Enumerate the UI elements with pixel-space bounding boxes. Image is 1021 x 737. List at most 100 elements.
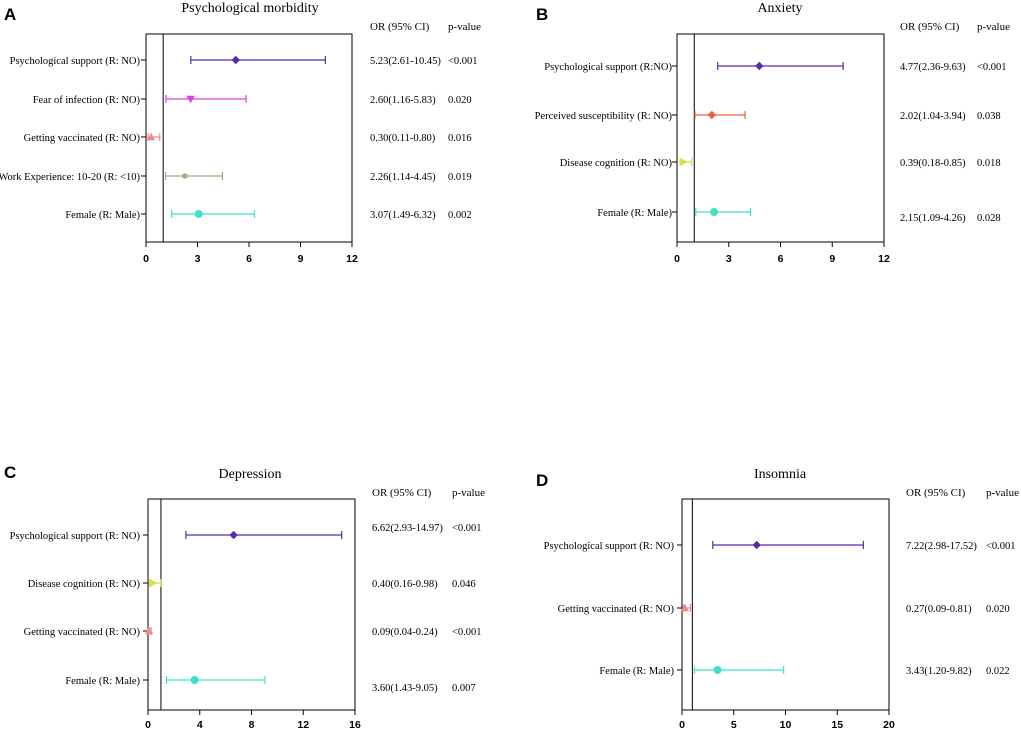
row-label: Getting vaccinated (R: NO) [24,627,141,638]
or-ci-value: 0.30(0.11-0.80) [370,133,436,144]
plot-frame [681,498,890,711]
or-ci-value: 2.60(1.16-5.83) [370,95,436,106]
x-tick-label: 0 [674,253,680,265]
p-value: 0.019 [448,172,472,183]
p-value: 0.028 [977,213,1001,224]
or-ci-value: 6.62(2.93-14.97) [372,523,443,534]
row-label: Getting vaccinated (R: NO) [24,133,141,144]
forest-row: Psychological support (R:NO) 4.77(2.36-9.… [544,61,1007,73]
x-tick-label: 16 [349,719,361,731]
panel-d: D Insomnia OR (95% CI) p-value 0 5 10 15 20 Psych… [536,467,1019,731]
forest-row: Getting vaccinated (R: NO) 0.27(0.09-0.81… [558,603,1010,615]
p-value: 0.020 [986,604,1010,615]
or-ci-value: 0.40(0.16-0.98) [372,579,438,590]
plot-frame [676,33,885,243]
or-point-marker [190,676,199,684]
or-ci-value: 2.15(1.09-4.26) [900,213,966,224]
x-tick-label: 6 [778,253,784,265]
x-tick-label: 12 [346,253,358,265]
forest-row: Disease cognition (R: NO) 0.40(0.16-0.98)… [28,578,476,590]
or-ci-value: 0.39(0.18-0.85) [900,158,966,169]
x-tick-label: 6 [246,253,252,265]
forest-row: Fear of infection (R: NO) 2.60(1.16-5.83)… [33,95,472,106]
row-label: Fear of infection (R: NO) [33,95,141,106]
x-tick-label: 0 [145,719,151,731]
or-ci-value: 0.27(0.09-0.81) [906,604,972,615]
panel-a: A Psychological morbidity OR (95% CI) p-val… [0,1,481,265]
or-point-marker [755,61,764,71]
or-point-marker [229,530,238,540]
plot-frame [145,33,353,243]
x-tick-label: 10 [780,719,792,731]
x-tick-label: 12 [297,719,309,731]
p-value: 0.046 [452,579,476,590]
p-value: 0.038 [977,111,1001,122]
or-column-header: OR (95% CI) [906,487,966,499]
or-point-marker [679,157,688,167]
forest-row: Getting vaccinated (R: NO) 0.09(0.04-0.24… [24,626,482,638]
x-tick-label: 4 [197,719,203,731]
or-ci-value: 3.60(1.43-9.05) [372,683,438,694]
p-value: 0.016 [448,133,472,144]
row-label: Disease cognition (R: NO) [560,158,673,169]
forest-row: Female (R: Male) 2.15(1.09-4.26) 0.028 [597,208,1001,224]
p-value: 0.002 [448,210,472,221]
x-tick-label: 0 [679,719,685,731]
or-point-marker [707,110,717,120]
forest-row: Getting vaccinated (R: NO) 0.30(0.11-0.80… [24,132,472,144]
forest-row: Perceived susceptibility (R: NO) 2.02(1.0… [535,110,1001,122]
p-value: <0.001 [452,523,482,534]
x-tick-label: 0 [143,253,149,265]
or-column-header: OR (95% CI) [370,21,430,33]
x-tick-label: 3 [195,253,201,265]
or-point-marker [752,540,761,550]
or-column-header: OR (95% CI) [900,21,960,33]
chart-title: Depression [219,467,282,482]
panel-letter: C [4,463,16,482]
or-point-marker [713,666,722,674]
or-ci-value: 2.02(1.04-3.94) [900,111,966,122]
p-value: <0.001 [977,62,1007,73]
forest-row: Psychological support (R: NO) 7.22(2.98-1… [544,540,1016,552]
forest-row: Female (R: Male) 3.07(1.49-6.32) 0.002 [65,210,472,221]
row-label: Getting vaccinated (R: NO) [558,604,675,615]
row-label: Female (R: Male) [65,210,140,221]
panel-c: C Depression OR (95% CI) p-value 0 4 8 12 16 Psyc… [4,463,485,731]
or-point-marker [186,95,195,104]
row-label: Disease cognition (R: NO) [28,579,141,590]
p-value-column-header: p-value [977,21,1010,33]
p-value: <0.001 [986,541,1016,552]
panel-letter: A [4,5,16,24]
panel-b: B Anxiety OR (95% CI) p-value 0 3 6 9 12 Psycholo… [535,1,1010,265]
forest-row: Work Experience: 10-20 (R: <10) 2.26(1.14… [0,172,472,183]
or-point-marker [194,210,203,218]
x-tick-label: 3 [726,253,732,265]
x-tick-label: 12 [878,253,890,265]
p-value: 0.018 [977,158,1001,169]
p-value: 0.022 [986,666,1010,677]
panel-letter: B [536,5,548,24]
forest-row: Psychological support (R: NO) 6.62(2.93-1… [10,523,482,542]
plot-frame [147,498,356,711]
panel-letter: D [536,471,548,490]
forest-row: Psychological support (R: NO) 5.23(2.61-1… [10,55,478,67]
p-value: 0.020 [448,95,472,106]
row-label: Psychological support (R: NO) [544,541,675,552]
p-value: <0.001 [448,56,478,67]
or-ci-value: 2.26(1.14-4.45) [370,172,436,183]
or-ci-value: 3.07(1.49-6.32) [370,210,436,221]
row-label: Female (R: Male) [65,676,140,687]
or-point-marker [144,626,154,635]
row-label: Female (R: Male) [597,208,672,219]
x-tick-label: 5 [731,719,737,731]
p-value-column-header: p-value [986,487,1019,499]
chart-title: Psychological morbidity [181,1,318,16]
or-point-marker [148,578,158,588]
or-point-marker [146,132,156,141]
forest-row: Female (R: Male) 3.60(1.43-9.05) 0.007 [65,676,476,694]
p-value-column-header: p-value [452,487,485,499]
x-tick-label: 9 [298,253,304,265]
row-label: Psychological support (R: NO) [10,56,141,67]
row-label: Female (R: Male) [599,666,674,677]
